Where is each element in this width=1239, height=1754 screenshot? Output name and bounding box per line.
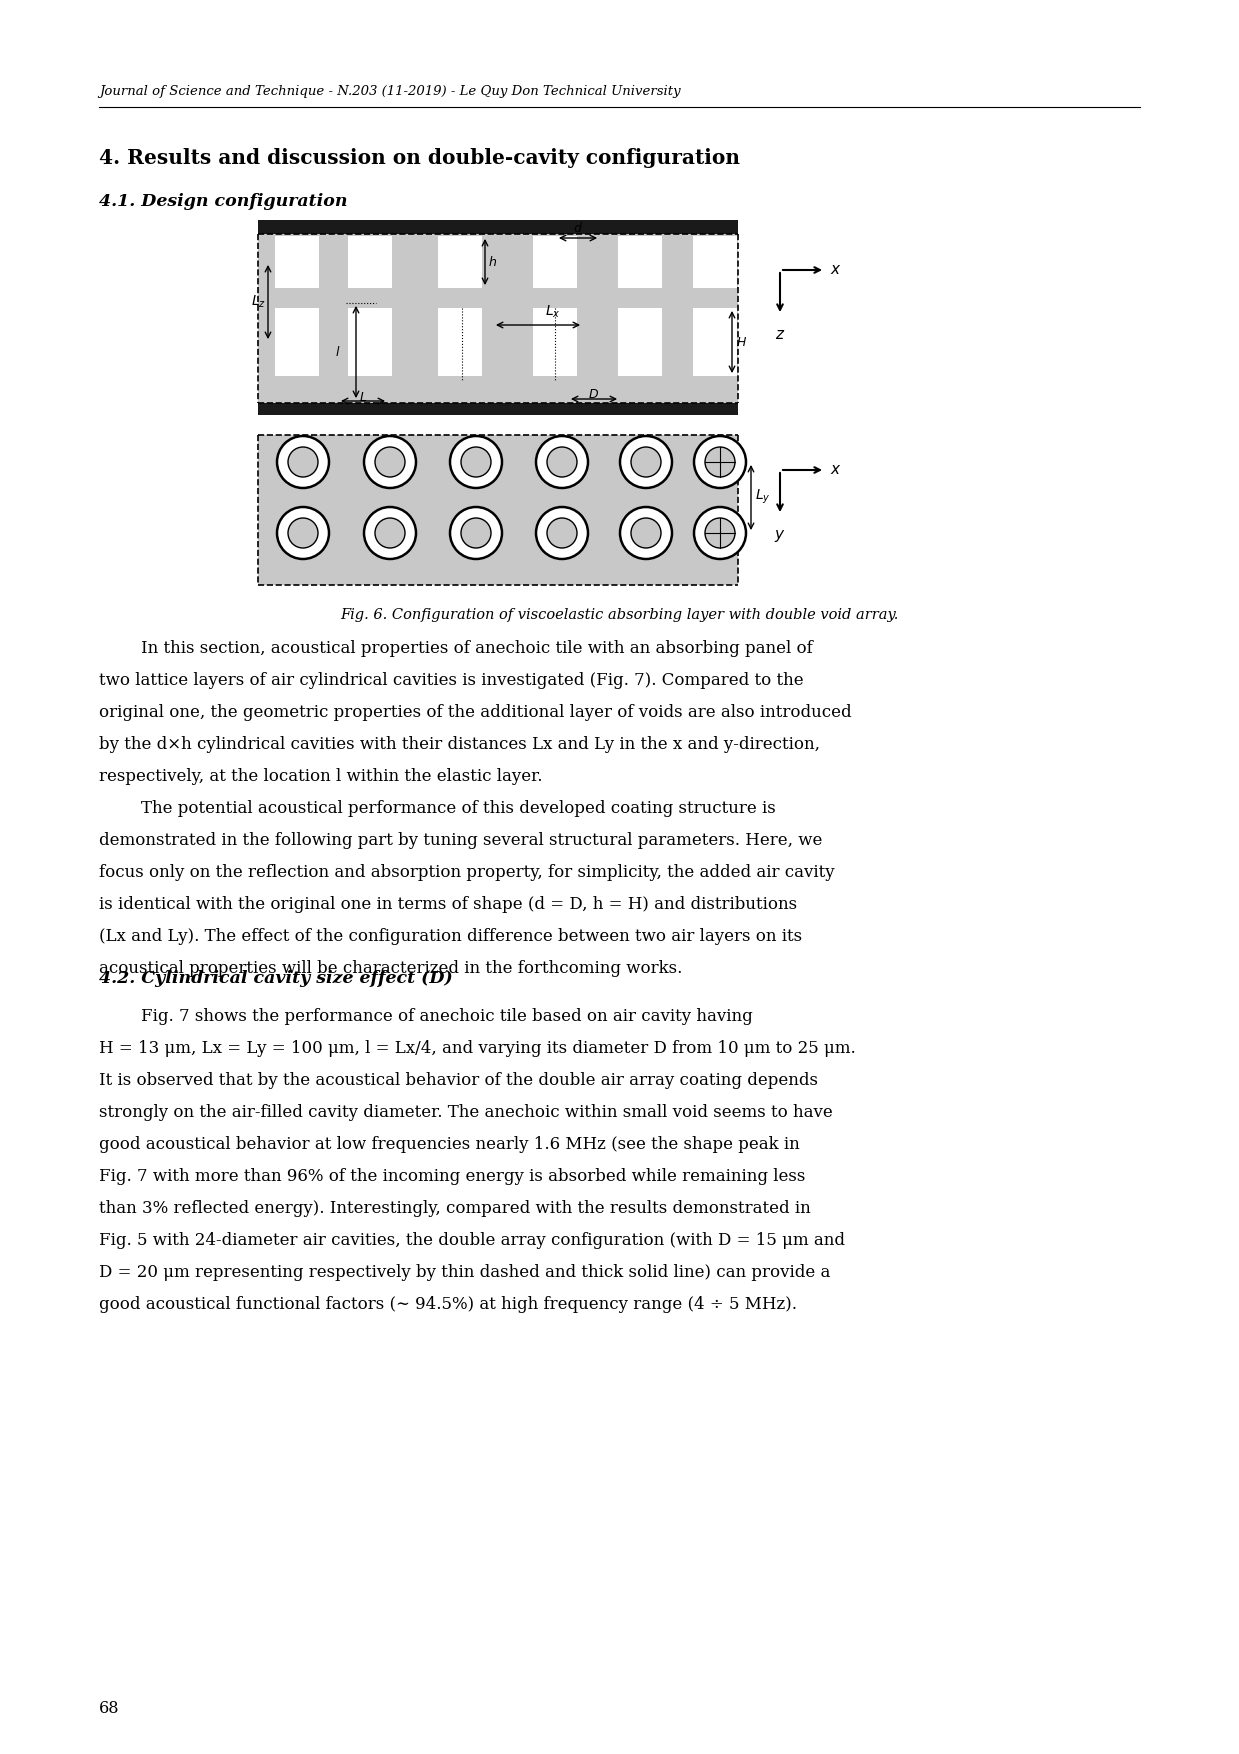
Text: Fig. 7 with more than 96% of the incoming energy is absorbed while remaining les: Fig. 7 with more than 96% of the incomin… — [99, 1168, 805, 1186]
Circle shape — [450, 507, 502, 560]
Circle shape — [450, 437, 502, 488]
Text: Fig. 5 with 24-diameter air cavities, the double array configuration (with D = 1: Fig. 5 with 24-diameter air cavities, th… — [99, 1231, 845, 1249]
Text: It is observed that by the acoustical behavior of the double air array coating d: It is observed that by the acoustical be… — [99, 1072, 818, 1089]
Text: $L_x$: $L_x$ — [545, 303, 561, 319]
Circle shape — [705, 517, 735, 547]
Polygon shape — [533, 237, 577, 288]
Text: 4.2. Cylindrical cavity size effect (D): 4.2. Cylindrical cavity size effect (D) — [99, 970, 452, 988]
Text: good acoustical functional factors (∼ 94.5%) at high frequency range (4 ÷ 5 MHz): good acoustical functional factors (∼ 94… — [99, 1296, 797, 1314]
Polygon shape — [693, 237, 737, 288]
Text: Fig. 7 shows the performance of anechoic tile based on air cavity having: Fig. 7 shows the performance of anechoic… — [99, 1009, 753, 1024]
Text: $l$: $l$ — [335, 346, 339, 360]
Text: good acoustical behavior at low frequencies nearly 1.6 MHz (see the shape peak i: good acoustical behavior at low frequenc… — [99, 1137, 799, 1152]
Text: $H$: $H$ — [736, 335, 747, 349]
Polygon shape — [258, 219, 738, 233]
Text: by the d×h cylindrical cavities with their distances Lx and Ly in the x and y-di: by the d×h cylindrical cavities with the… — [99, 737, 820, 752]
Polygon shape — [618, 309, 662, 375]
Text: focus only on the reflection and absorption property, for simplicity, the added : focus only on the reflection and absorpt… — [99, 865, 835, 881]
Polygon shape — [258, 403, 738, 416]
Circle shape — [364, 507, 416, 560]
Circle shape — [546, 517, 577, 547]
Circle shape — [631, 517, 660, 547]
Circle shape — [278, 437, 330, 488]
Circle shape — [461, 517, 491, 547]
Polygon shape — [439, 309, 482, 375]
Circle shape — [694, 437, 746, 488]
Text: 68: 68 — [99, 1700, 119, 1717]
Text: strongly on the air-filled cavity diameter. The anechoic within small void seems: strongly on the air-filled cavity diamet… — [99, 1103, 833, 1121]
Polygon shape — [348, 309, 392, 375]
Polygon shape — [275, 237, 318, 288]
Circle shape — [705, 447, 735, 477]
Polygon shape — [618, 237, 662, 288]
Text: In this section, acoustical properties of anechoic tile with an absorbing panel : In this section, acoustical properties o… — [99, 640, 813, 658]
Text: is identical with the original one in terms of shape (d = D, h = H) and distribu: is identical with the original one in te… — [99, 896, 797, 914]
Circle shape — [546, 447, 577, 477]
Polygon shape — [258, 219, 738, 416]
Polygon shape — [693, 309, 737, 375]
Circle shape — [375, 517, 405, 547]
Polygon shape — [258, 435, 738, 586]
Circle shape — [694, 507, 746, 560]
Circle shape — [631, 447, 660, 477]
Circle shape — [620, 437, 672, 488]
Polygon shape — [275, 309, 318, 375]
Circle shape — [287, 447, 318, 477]
Text: $h$: $h$ — [488, 254, 497, 268]
Circle shape — [278, 507, 330, 560]
Text: $L_z$: $L_z$ — [252, 295, 266, 310]
Text: $d$: $d$ — [572, 221, 584, 235]
Text: acoustical properties will be characterized in the forthcoming works.: acoustical properties will be characteri… — [99, 959, 683, 977]
Text: $x$: $x$ — [830, 463, 841, 477]
Circle shape — [620, 507, 672, 560]
Text: $y$: $y$ — [774, 528, 786, 544]
Text: $z$: $z$ — [774, 328, 786, 342]
Text: two lattice layers of air cylindrical cavities is investigated (Fig. 7). Compare: two lattice layers of air cylindrical ca… — [99, 672, 804, 689]
Polygon shape — [439, 237, 482, 288]
Text: The potential acoustical performance of this developed coating structure is: The potential acoustical performance of … — [99, 800, 776, 817]
Text: demonstrated in the following part by tuning several structural parameters. Here: demonstrated in the following part by tu… — [99, 831, 823, 849]
Circle shape — [364, 437, 416, 488]
Text: D = 20 μm representing respectively by thin dashed and thick solid line) can pro: D = 20 μm representing respectively by t… — [99, 1265, 830, 1280]
Text: $L_y$: $L_y$ — [755, 488, 771, 507]
Circle shape — [375, 447, 405, 477]
Text: respectively, at the location l within the elastic layer.: respectively, at the location l within t… — [99, 768, 543, 786]
Text: (Lx and Ly). The effect of the configuration difference between two air layers o: (Lx and Ly). The effect of the configura… — [99, 928, 802, 945]
Circle shape — [536, 437, 589, 488]
Text: 4. Results and discussion on double-cavity configuration: 4. Results and discussion on double-cavi… — [99, 147, 740, 168]
Circle shape — [287, 517, 318, 547]
Text: Journal of Science and Technique - N.203 (11-2019) - Le Quy Don Technical Univer: Journal of Science and Technique - N.203… — [99, 84, 680, 98]
Text: $x$: $x$ — [830, 263, 841, 277]
Polygon shape — [348, 237, 392, 288]
Circle shape — [536, 507, 589, 560]
Text: 4.1. Design configuration: 4.1. Design configuration — [99, 193, 347, 210]
Text: $D$: $D$ — [589, 388, 600, 402]
Text: H = 13 μm, Lx = Ly = 100 μm, l = Lx/4, and varying its diameter D from 10 μm to : H = 13 μm, Lx = Ly = 100 μm, l = Lx/4, a… — [99, 1040, 856, 1058]
Text: $L$: $L$ — [359, 391, 367, 403]
Text: Fig. 6. Configuration of viscoelastic absorbing layer with double void array.: Fig. 6. Configuration of viscoelastic ab… — [339, 609, 898, 623]
Polygon shape — [533, 309, 577, 375]
Text: than 3% reflected energy). Interestingly, compared with the results demonstrated: than 3% reflected energy). Interestingly… — [99, 1200, 810, 1217]
Circle shape — [461, 447, 491, 477]
Text: original one, the geometric properties of the additional layer of voids are also: original one, the geometric properties o… — [99, 703, 851, 721]
